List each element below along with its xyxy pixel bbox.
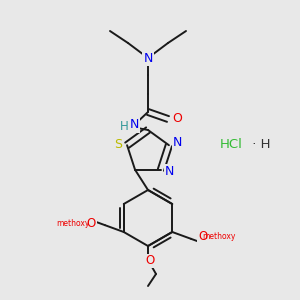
Text: S: S (114, 138, 122, 151)
Text: O: O (198, 230, 208, 243)
Text: N: N (173, 136, 183, 149)
Text: N: N (143, 52, 153, 64)
Text: N: N (165, 165, 175, 178)
Text: methoxy: methoxy (202, 232, 236, 241)
Text: O: O (146, 254, 154, 268)
Text: methoxy: methoxy (56, 219, 90, 228)
Text: H: H (120, 119, 128, 133)
Text: N: N (129, 118, 139, 131)
Text: O: O (86, 217, 96, 230)
Text: O: O (172, 112, 182, 125)
Text: · H: · H (248, 139, 271, 152)
Text: HCl: HCl (220, 139, 243, 152)
